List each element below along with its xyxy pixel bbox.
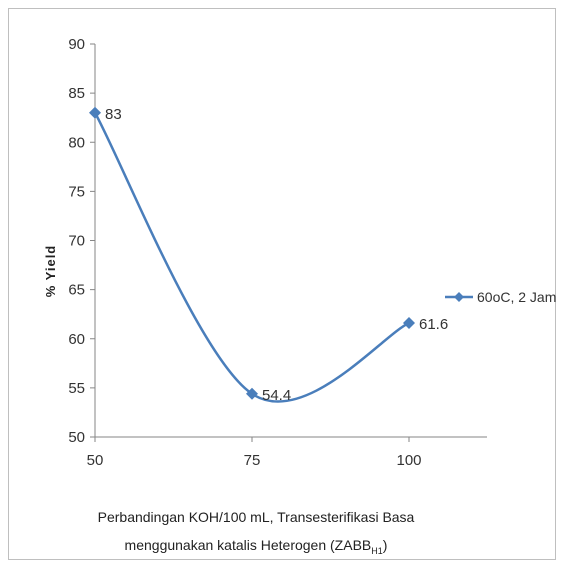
y-tick-label: 65 <box>68 282 85 299</box>
data-label: 61.6 <box>419 316 448 333</box>
data-point-marker <box>89 106 101 119</box>
y-tick-label: 90 <box>68 36 85 53</box>
y-tick-label: 75 <box>68 183 85 200</box>
x-axis-label-subscript: H1 <box>371 546 383 556</box>
x-axis-label-end: ) <box>383 537 388 553</box>
series-layer: 83 54.4 61.6 <box>89 106 448 404</box>
data-label: 83 <box>105 106 122 123</box>
series-line <box>93 112 410 403</box>
legend-marker <box>454 292 464 302</box>
legend: 60oC, 2 Jam <box>445 289 556 305</box>
y-tick-label: 80 <box>68 134 85 151</box>
data-point-marker <box>246 387 258 400</box>
x-axis-label-main: menggunakan katalis Heterogen (ZABB <box>125 537 372 553</box>
data-point-marker <box>403 317 415 330</box>
x-axis-label-line1: Perbandingan KOH/100 mL, Transesterifika… <box>98 509 415 525</box>
legend-label: 60oC, 2 Jam <box>477 289 556 305</box>
y-axis: 50 55 60 65 70 75 80 85 90 <box>68 36 96 446</box>
x-tick-label: 75 <box>244 452 261 469</box>
line-chart: 50 55 60 65 70 75 80 85 90 50 75 100 83 54.4 61.6 60… <box>43 36 556 556</box>
y-tick-label: 50 <box>68 429 85 446</box>
x-axis: 50 75 100 <box>87 436 487 469</box>
x-tick-label: 50 <box>87 452 104 469</box>
data-label: 54.4 <box>262 387 291 404</box>
y-tick-label: 70 <box>68 233 85 250</box>
x-tick-label: 100 <box>396 452 421 469</box>
y-tick-label: 85 <box>68 85 85 102</box>
x-axis-label-line2: menggunakan katalis Heterogen (ZABBH1) <box>125 537 388 556</box>
y-axis-label: % Yield <box>43 245 58 298</box>
y-tick-label: 55 <box>68 380 85 397</box>
chart-area: 50 55 60 65 70 75 80 85 90 50 75 100 83 54.4 61.6 60… <box>8 8 556 560</box>
y-tick-label: 60 <box>68 331 85 348</box>
